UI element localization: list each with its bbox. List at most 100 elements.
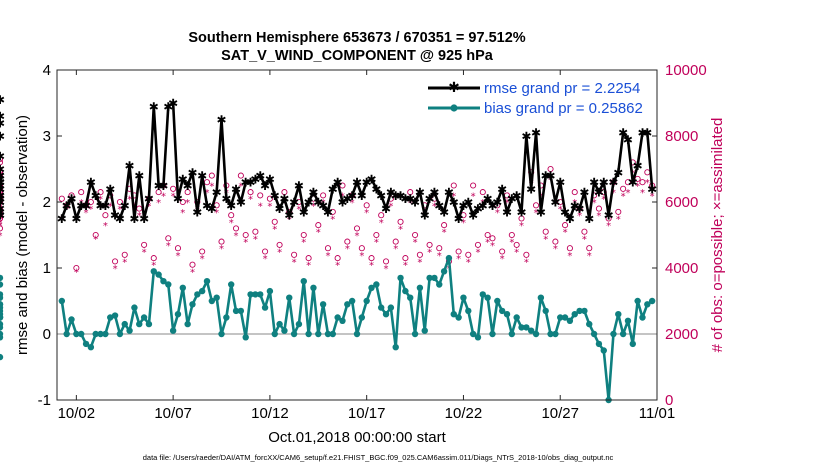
bias-point bbox=[107, 314, 114, 321]
rmse-point: ✱ bbox=[0, 192, 5, 206]
rmse-point: ✱ bbox=[618, 126, 628, 140]
rmse-point: ✱ bbox=[0, 189, 5, 203]
obs-assimilated-point: * bbox=[248, 195, 253, 206]
obs-possible-point bbox=[339, 182, 346, 189]
obs-possible-point bbox=[97, 189, 104, 196]
rmse-point: ✱ bbox=[521, 130, 531, 144]
rmse-point: ✱ bbox=[604, 209, 614, 223]
rmse-point: ✱ bbox=[134, 169, 144, 183]
bias-point bbox=[68, 316, 75, 323]
rmse-point: ✱ bbox=[216, 113, 226, 127]
rmse-point: ✱ bbox=[275, 202, 285, 216]
rmse-series: ✱✱✱✱✱✱✱✱✱✱✱✱✱✱✱✱✱✱✱✱✱✱✱✱✱✱✱✱✱✱✱✱✱✱✱✱✱✱✱✱… bbox=[0, 93, 657, 226]
legend-rmse-marker: ✱ bbox=[448, 80, 460, 96]
bias-point bbox=[537, 294, 545, 301]
y-right-tick-label: 6000 bbox=[665, 194, 698, 211]
obs-assimilated-point: * bbox=[287, 215, 292, 226]
rmse-point: ✱ bbox=[66, 192, 76, 206]
obs-possible-point bbox=[382, 258, 390, 265]
rmse-point: ✱ bbox=[125, 159, 135, 173]
bias-point bbox=[348, 297, 356, 305]
obs-assimilated-point: * bbox=[0, 215, 3, 226]
y-axis-label: rmse and bias (model - observation) bbox=[14, 115, 31, 355]
obs-possible-point bbox=[547, 165, 554, 173]
rmse-point: ✱ bbox=[308, 186, 318, 200]
obs-assimilated-point: * bbox=[393, 244, 398, 255]
obs-possible-point bbox=[0, 195, 4, 202]
obs-assimilated-point: * bbox=[64, 205, 69, 216]
obs-assimilated-point: * bbox=[364, 208, 369, 219]
obs-assimilated-point: * bbox=[316, 228, 321, 239]
obs-assimilated-point: * bbox=[74, 267, 79, 278]
obs-assimilated-point: * bbox=[93, 234, 98, 245]
obs-assimilated-point: * bbox=[398, 224, 403, 235]
y-right-tick-label: 0 bbox=[665, 392, 673, 409]
obs-assimilated-point: * bbox=[88, 205, 93, 216]
obs-possible-point bbox=[334, 255, 341, 262]
obs-possible-point bbox=[436, 245, 443, 252]
obs-possible-point bbox=[58, 195, 65, 202]
obs-possible-point bbox=[291, 251, 298, 258]
obs-possible-point bbox=[489, 235, 496, 242]
rmse-line bbox=[60, 101, 654, 220]
bias-point bbox=[136, 320, 143, 328]
bias-point bbox=[450, 311, 457, 318]
rmse-point: ✱ bbox=[492, 196, 502, 210]
y-right-tick-label: 10000 bbox=[665, 62, 707, 79]
x-tick-label: 10/07 bbox=[154, 405, 192, 422]
obs-assimilated-point: * bbox=[616, 215, 621, 226]
footer-data-file: data file: /Users/raeder/DAI/ATM_forcXX/… bbox=[143, 453, 614, 462]
obs-possible-point bbox=[344, 238, 351, 245]
obs-assimilated-point: * bbox=[0, 191, 3, 202]
bias-point bbox=[276, 320, 283, 328]
bias-point bbox=[189, 301, 196, 308]
y-tick-label: 3 bbox=[43, 128, 51, 145]
bias-point bbox=[494, 297, 501, 305]
obs-assimilated-point: * bbox=[553, 244, 558, 255]
obs-assimilated-point: * bbox=[137, 211, 142, 222]
rmse-point: ✱ bbox=[270, 189, 280, 203]
x-tick-label: 10/12 bbox=[251, 405, 289, 422]
rmse-point: ✱ bbox=[337, 196, 347, 210]
rmse-point: ✱ bbox=[313, 196, 323, 210]
rmse-point: ✱ bbox=[173, 192, 183, 206]
rmse-point: ✱ bbox=[526, 182, 536, 196]
rmse-point: ✱ bbox=[497, 182, 507, 196]
obs-possible-point bbox=[513, 241, 520, 248]
bias-point bbox=[615, 311, 622, 318]
bias-point bbox=[165, 281, 172, 288]
bias-point bbox=[557, 314, 564, 321]
bias-point bbox=[445, 254, 453, 262]
obs-assimilated-point: * bbox=[122, 257, 127, 268]
rmse-point: ✱ bbox=[0, 176, 5, 190]
rmse-point: ✱ bbox=[575, 202, 585, 216]
obs-assimilated-point: * bbox=[214, 208, 219, 219]
bias-point bbox=[402, 287, 409, 295]
bias-point bbox=[382, 311, 390, 318]
obs-possible-point bbox=[0, 212, 4, 219]
obs-possible-point bbox=[562, 222, 569, 229]
obs-assimilated-point: * bbox=[229, 218, 234, 229]
obs-assimilated-point: * bbox=[567, 251, 572, 262]
rmse-point: ✱ bbox=[0, 202, 5, 216]
bias-point bbox=[392, 344, 399, 351]
obs-assimilated-point: * bbox=[156, 198, 161, 209]
bias-point bbox=[484, 294, 491, 301]
obs-assimilated-point: * bbox=[311, 201, 316, 212]
bias-point bbox=[561, 314, 569, 321]
obs-assimilated-point: * bbox=[0, 188, 3, 199]
obs-assimilated-point: * bbox=[282, 198, 287, 209]
obs-possible-point bbox=[257, 192, 264, 199]
y-axis-label-right: # of obs: o=possible; ×=assimilated bbox=[709, 118, 726, 353]
rmse-point: ✱ bbox=[0, 179, 5, 193]
bias-point bbox=[111, 312, 119, 319]
bias-point bbox=[247, 291, 254, 298]
bias-point bbox=[629, 340, 637, 348]
rmse-point: ✱ bbox=[463, 196, 473, 210]
y-right-tick-label: 8000 bbox=[665, 128, 698, 145]
obs-possible-point bbox=[189, 261, 196, 268]
rmse-point: ✱ bbox=[410, 196, 420, 210]
rmse-point: ✱ bbox=[318, 199, 328, 213]
obs-possible-point bbox=[358, 245, 365, 252]
obs-possible-point bbox=[228, 212, 235, 219]
